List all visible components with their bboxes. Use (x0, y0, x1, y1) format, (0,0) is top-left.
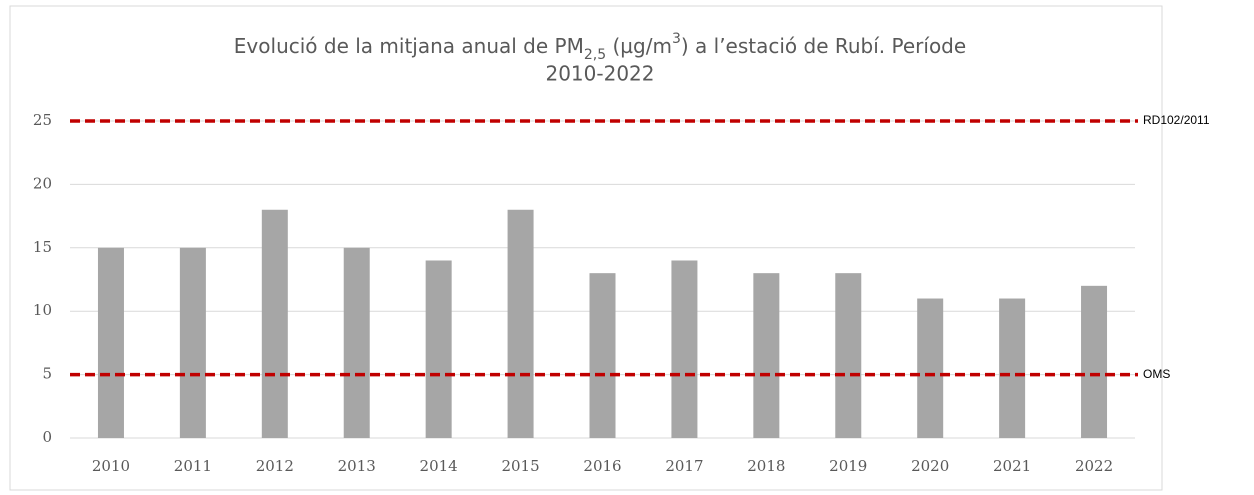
x-tick-label: 2013 (338, 457, 376, 475)
x-tick-label: 2012 (256, 457, 294, 475)
x-tick-label: 2022 (1075, 457, 1113, 475)
bar (1081, 285, 1108, 438)
bar (425, 260, 452, 438)
bar (835, 273, 862, 438)
y-tick-label: 25 (33, 111, 52, 129)
title-part: 3 (672, 31, 681, 47)
bar (917, 298, 944, 438)
x-tick-label: 2016 (583, 457, 621, 475)
x-tick-label: 2019 (829, 457, 867, 475)
bar (179, 247, 206, 438)
x-tick-label: 2010 (92, 457, 130, 475)
y-tick-label: 5 (42, 365, 52, 383)
x-tick-label: 2018 (747, 457, 785, 475)
reference-label: RD102/2011 (1143, 113, 1210, 127)
x-tick-label: 2014 (420, 457, 458, 475)
x-tick-label: 2021 (993, 457, 1031, 475)
title-part: Evolució de la mitjana anual de PM (234, 34, 584, 58)
chart-title: 2010-2022 (545, 62, 654, 86)
y-tick-label: 15 (33, 238, 52, 256)
bar (753, 273, 780, 438)
title-part: 2,5 (584, 47, 606, 63)
y-tick-label: 20 (33, 174, 52, 192)
reference-label: OMS (1143, 367, 1170, 381)
title-part: (µg/m (606, 34, 672, 58)
bar (589, 273, 616, 438)
x-tick-label: 2017 (665, 457, 703, 475)
x-tick-label: 2011 (174, 457, 212, 475)
bar (671, 260, 698, 438)
y-tick-label: 10 (33, 301, 52, 319)
title-part: ) a l’estació de Rubí. Període (681, 34, 966, 58)
bar (97, 247, 124, 438)
bar (507, 209, 534, 438)
chart-border (9, 5, 1163, 491)
bar (999, 298, 1026, 438)
x-tick-label: 2015 (501, 457, 539, 475)
bar (261, 209, 288, 438)
bar (343, 247, 370, 438)
x-tick-label: 2020 (911, 457, 949, 475)
chart-title: Evolució de la mitjana anual de PM2,5 (µ… (234, 31, 966, 63)
y-tick-label: 0 (42, 428, 52, 446)
